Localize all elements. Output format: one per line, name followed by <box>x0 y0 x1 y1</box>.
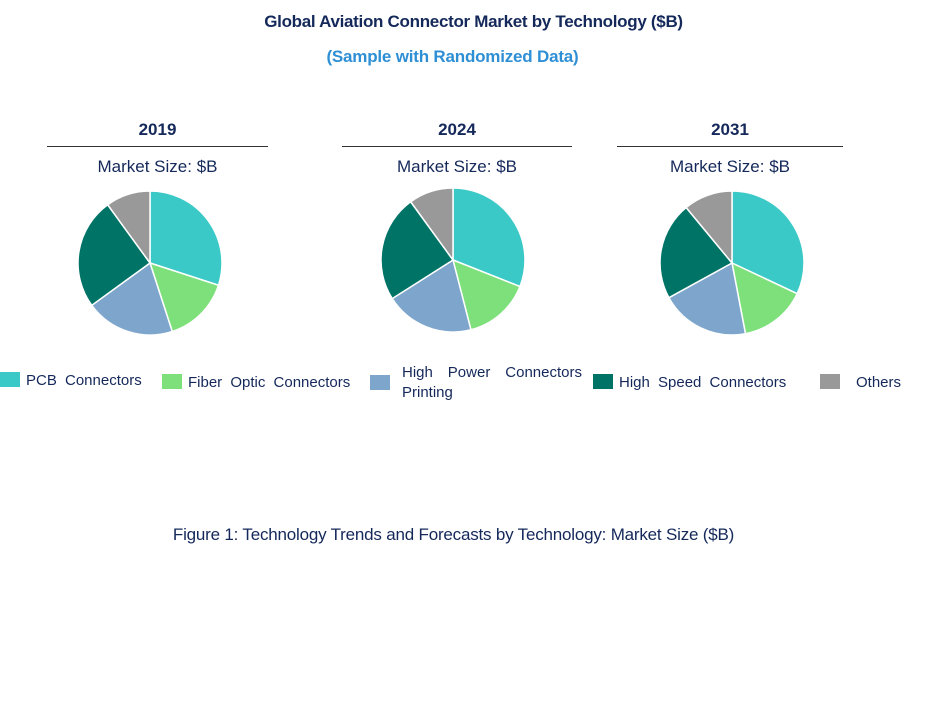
legend-swatch-fiber <box>162 374 182 389</box>
legend-item-high-power: High Power Connectors Printing <box>370 363 582 403</box>
pie-slice-2031-pcb <box>731 190 805 295</box>
legend-label-pcb: PCB Connectors <box>26 372 142 389</box>
figure-caption: Figure 1: Technology Trends and Forecast… <box>172 525 735 544</box>
legend-label-high-speed: High Speed Connectors <box>619 374 787 391</box>
legend-swatch-high-power <box>370 375 390 390</box>
chart-title: Global Aviation Connector Market by Tech… <box>264 12 683 31</box>
legend-item-pcb: PCB Connectors <box>0 371 142 391</box>
pie-slice-2019-high-speed <box>77 203 152 307</box>
pie-slice-2019-high-power <box>90 261 174 336</box>
pie-slice-2019-others <box>106 190 151 266</box>
year-label-2019: 2019 <box>138 120 177 139</box>
pie-slice-2019-pcb <box>149 190 223 287</box>
divider-2024 <box>342 146 572 147</box>
legend-swatch-pcb <box>0 372 20 387</box>
pie-slice-2031-fiber-optic <box>730 261 799 335</box>
panel-2019: 2019 Market Size: $B <box>47 118 268 177</box>
pie-slice-2024-others <box>409 187 454 263</box>
divider-2031 <box>617 146 843 147</box>
chart-subtitle: (Sample with Randomized Data) <box>326 47 579 66</box>
legend-item-high-speed: High Speed Connectors <box>593 373 786 393</box>
pie-slice-2024-pcb <box>452 187 526 288</box>
market-size-label-2024: Market Size: $B <box>397 157 517 176</box>
pie-slice-2024-fiber-optic <box>451 258 521 331</box>
legend-item-fiber: Fiber Optic Connectors <box>162 373 350 393</box>
year-label-2024: 2024 <box>438 120 476 139</box>
market-size-label-2019: Market Size: $B <box>97 157 218 176</box>
divider-2019 <box>47 146 268 147</box>
legend-swatch-high-speed <box>593 374 613 389</box>
pie-slice-2024-high-speed <box>380 200 455 300</box>
legend-item-others: Others <box>820 373 901 393</box>
year-label-2031: 2031 <box>711 120 749 139</box>
legend-label-fiber: Fiber Optic Connectors <box>188 374 351 391</box>
legend-label-others: Others <box>856 374 902 391</box>
pie-slice-2031-high-speed <box>659 206 734 299</box>
panel-2031: 2031 Market Size: $B <box>617 118 843 177</box>
panel-2024: 2024 Market Size: $B <box>342 118 572 177</box>
pie-slice-2031-high-power <box>667 261 747 336</box>
pie-slice-2024-high-power <box>391 258 472 333</box>
legend-label-high-power: High Power Connectors Printing <box>402 364 582 401</box>
pie-slice-2031-others <box>685 190 733 266</box>
market-size-label-2031: Market Size: $B <box>670 157 790 176</box>
legend-swatch-others <box>820 374 840 389</box>
